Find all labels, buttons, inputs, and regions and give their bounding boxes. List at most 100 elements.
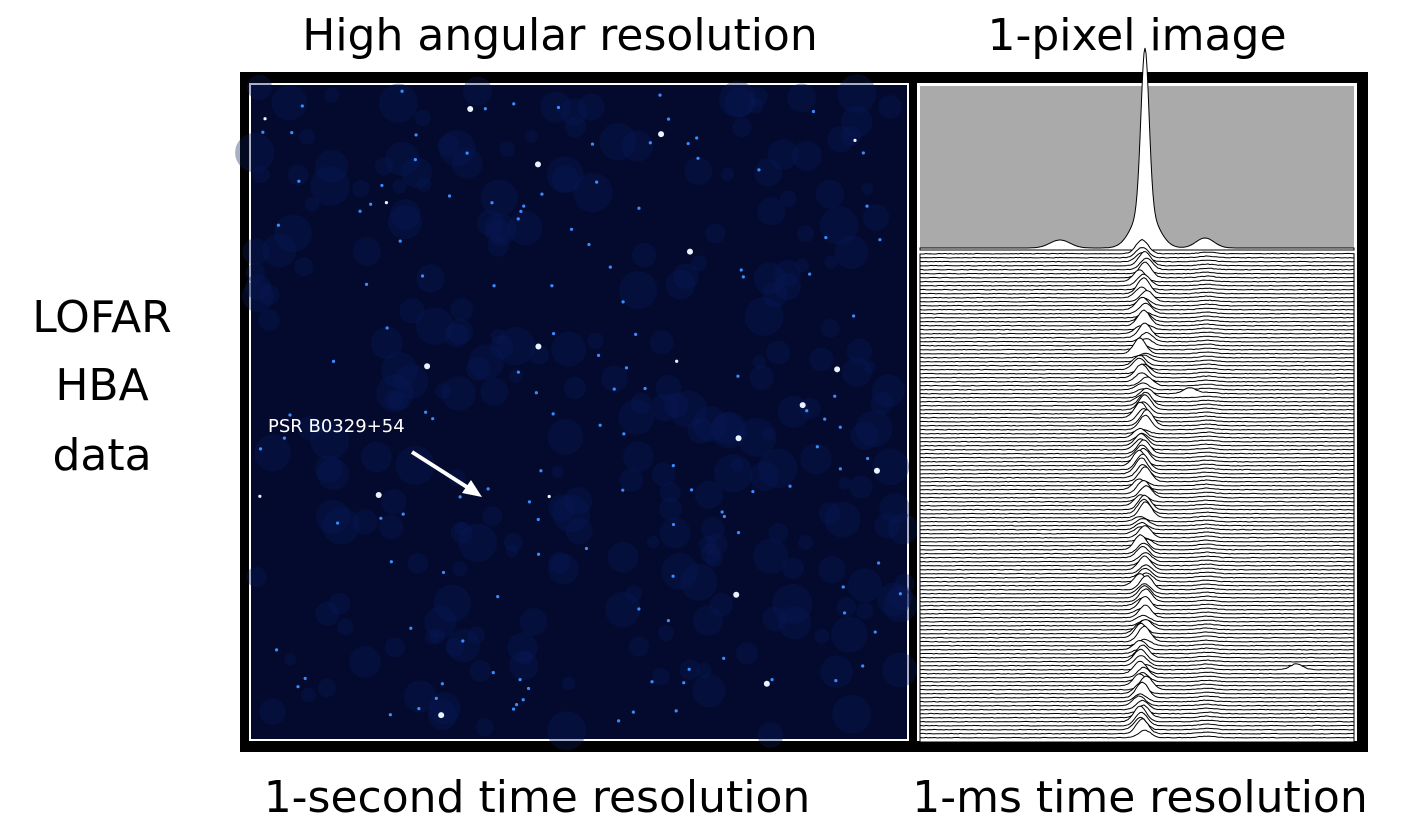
noise-blob [767, 139, 799, 170]
pulse-trace [919, 729, 1355, 743]
source [527, 500, 532, 504]
source [674, 709, 678, 713]
pulse-trace [919, 257, 1355, 275]
noise-blob [749, 461, 780, 491]
noise-blob [315, 601, 340, 626]
noise-blob [429, 629, 445, 645]
noise-blob [246, 566, 267, 588]
pulse-trace [919, 382, 1355, 395]
noise-blob [692, 674, 726, 708]
pulse-trace [919, 387, 1355, 399]
source [671, 522, 676, 527]
pulse-trace [919, 322, 1355, 343]
source [720, 510, 724, 514]
pulse-trace [919, 555, 1355, 575]
source [686, 141, 690, 146]
source [516, 370, 520, 374]
sky-image [235, 74, 919, 751]
source [491, 671, 495, 675]
noise-blob [577, 93, 605, 121]
noise-blob [271, 85, 308, 121]
noise-blob [657, 625, 675, 642]
noise-blob [381, 352, 418, 389]
noise-blob [274, 214, 312, 253]
noise-blob [254, 434, 292, 472]
noise-blob [490, 329, 506, 345]
noise-blob [548, 553, 579, 585]
noise-blob [757, 722, 784, 748]
noise-blob [390, 198, 421, 230]
side-label: HBA [55, 360, 148, 411]
right-caption: 1-ms time resolution [912, 772, 1367, 823]
source [598, 423, 602, 427]
pulse-trace [919, 622, 1355, 643]
source [303, 676, 307, 681]
noise-blob [392, 179, 407, 194]
noise-blob [548, 551, 571, 574]
noise-blob [241, 280, 274, 313]
noise-blob [838, 477, 851, 490]
source [842, 611, 847, 615]
noise-blob [827, 126, 854, 153]
noise-blob [503, 532, 523, 552]
noise-blob [795, 258, 810, 273]
pulse-trace [919, 407, 1355, 427]
noise-blob [815, 179, 845, 209]
noise-blob [842, 357, 872, 387]
noise-blob [599, 122, 637, 161]
source [757, 168, 761, 172]
source [587, 242, 591, 247]
noise-blob [834, 235, 869, 270]
noise-blob [673, 263, 699, 290]
source [643, 386, 647, 391]
noise-blob [507, 210, 543, 246]
source [569, 227, 574, 231]
noise-blob [713, 454, 753, 493]
source [297, 179, 301, 183]
noise-blob [879, 493, 911, 524]
noise-blob [242, 238, 270, 266]
source [595, 180, 599, 184]
noise-blob [855, 410, 893, 448]
noise-blob [451, 147, 483, 179]
noise-blob [480, 179, 518, 217]
source [536, 552, 541, 556]
noise-blob [863, 360, 876, 374]
source [440, 682, 444, 686]
noise-blob [607, 541, 639, 573]
noise-blob [779, 190, 797, 207]
noise-blob [680, 563, 718, 601]
noise-blob [352, 179, 370, 198]
noise-blob [665, 269, 696, 300]
pulse-trace [919, 525, 1355, 543]
pulse-trace [919, 387, 1355, 403]
noise-blob [757, 197, 786, 226]
source [834, 679, 838, 683]
pulse-trace [919, 614, 1355, 627]
noise-blob [737, 417, 777, 457]
source [696, 156, 700, 160]
source [658, 131, 665, 138]
noise-blob [548, 494, 576, 522]
noise-blob [424, 629, 440, 645]
noise-blob [499, 141, 515, 157]
source [682, 681, 686, 685]
noise-blob [625, 585, 643, 603]
pulse-trace [919, 588, 1355, 607]
source [539, 469, 543, 473]
noise-blob [766, 340, 791, 365]
pulse-trace [919, 498, 1355, 519]
noise-blob [399, 298, 425, 324]
pulse-trace [919, 660, 1355, 679]
source [637, 206, 641, 210]
pulse-trace [919, 573, 1355, 591]
source [414, 133, 418, 137]
noise-blob [416, 177, 432, 193]
source [878, 238, 882, 242]
source [276, 223, 280, 227]
noise-blob [701, 517, 725, 541]
noise-blob [336, 618, 354, 636]
source [547, 494, 551, 499]
pulse-trace [919, 363, 1355, 383]
source [736, 531, 741, 535]
